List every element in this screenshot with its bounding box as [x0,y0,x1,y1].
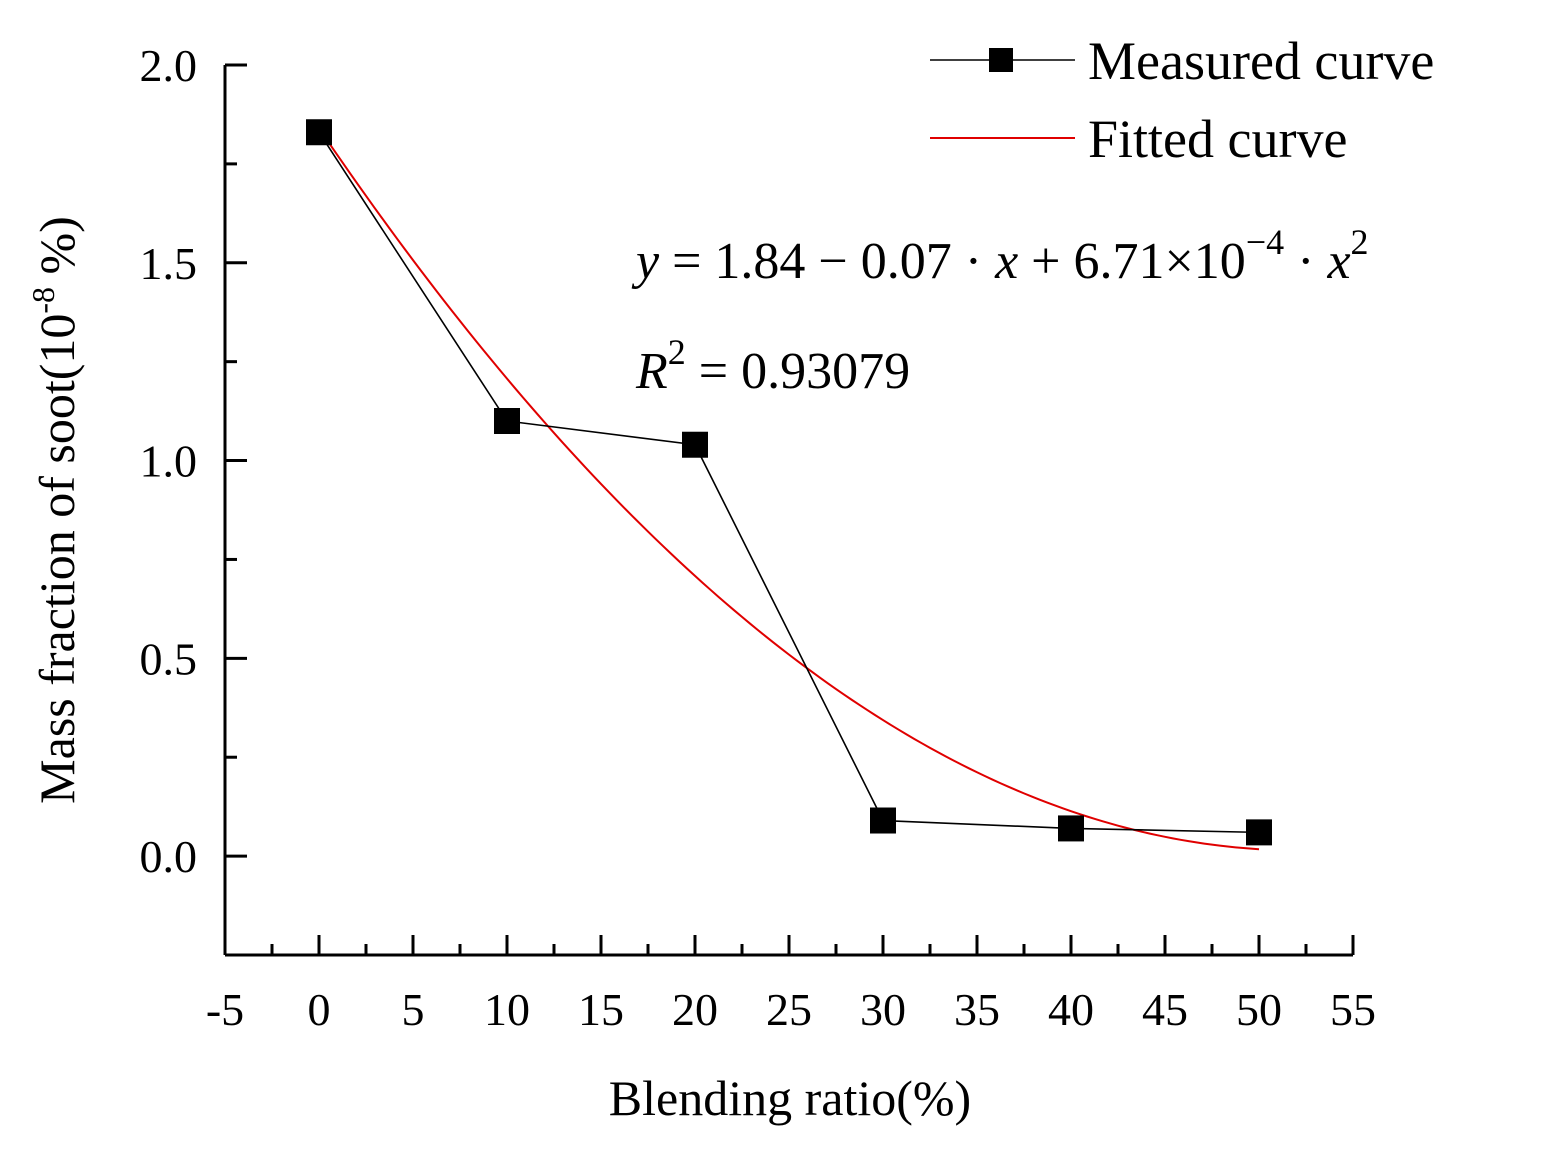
measured-curve-line [318,131,1260,834]
equation-x: x [994,233,1018,290]
legend-measured-label: Measured curve [1088,31,1434,91]
x-tick-label: 25 [766,984,812,1035]
y-tick-label: 0.0 [140,831,198,882]
x-tick-label: 30 [860,984,906,1035]
equation-exponent: −4 [1246,222,1284,262]
y-tick-label: 0.5 [140,633,198,684]
measured-point [306,119,332,146]
x-tick-label: -5 [206,984,244,1035]
y-axis-title: Mass fraction of soot(10-8 %) [25,216,85,804]
measured-point [494,408,520,434]
measured-point [870,807,896,834]
x-tick-label: 35 [954,984,1000,1035]
equation-part-2: + 6.71×10 [1018,233,1246,290]
x-tick-label: 5 [402,984,425,1035]
equation-dot: · [1284,233,1327,290]
equation-x-squared: x [1326,233,1350,290]
x-tick-label: 45 [1142,984,1188,1035]
legend-fitted-label: Fitted curve [1088,109,1347,169]
y-tick-label: 2.0 [140,40,198,91]
x-tick-label: 15 [578,984,624,1035]
legend-measured-marker [989,48,1013,72]
r-squared-exponent: 2 [668,332,686,372]
r-squared-value: = 0.93079 [686,343,910,400]
axes [223,65,1353,957]
x-tick-label: 55 [1330,984,1376,1035]
measured-point [682,431,708,458]
y-axis-title-suffix: %) [29,216,85,287]
fitted-curve-line [318,127,1260,851]
y-tick-label: 1.5 [140,238,198,289]
x-tick-label: 50 [1236,984,1282,1035]
equation-square: 2 [1351,222,1369,262]
r-squared: R2 = 0.93079 [635,332,910,400]
plot-area [306,119,1272,851]
legend: Measured curve Fitted curve [930,31,1434,169]
measured-markers [306,119,1272,846]
y-axis-title-exponent: -8 [25,287,61,314]
y-ticks: 0.0 0.5 1.0 1.5 2.0 [140,40,247,882]
x-ticks: -5 0 5 10 15 20 25 30 35 40 45 50 55 [206,935,1376,1035]
r-squared-R: R [635,343,668,400]
y-tick-label: 1.0 [140,436,198,487]
x-tick-label: 0 [308,984,331,1035]
measured-point [1246,819,1272,846]
x-tick-label: 10 [484,984,530,1035]
fit-equation: y = 1.84 − 0.07 · x + 6.71×10−4 · x2 [631,222,1369,290]
x-tick-label: 20 [672,984,718,1035]
y-axis-title-main: Mass fraction of soot(10 [29,314,85,804]
measured-point [1058,815,1084,842]
x-tick-label: 40 [1048,984,1094,1035]
equation-y: y [631,233,660,290]
equation-part-1: = 1.84 − 0.07 · [659,233,995,290]
x-axis-title: Blending ratio(%) [609,1070,971,1126]
